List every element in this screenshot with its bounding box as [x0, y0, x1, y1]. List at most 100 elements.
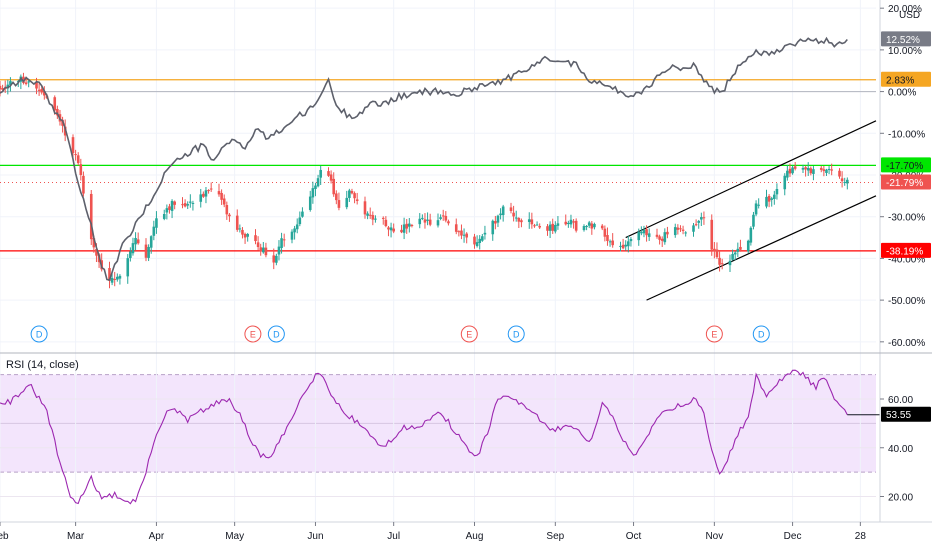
earnings-marker[interactable]: E — [244, 325, 262, 343]
rsi-value-tag: 53.55 — [881, 406, 931, 422]
y-tick-label: 20.00% — [888, 4, 922, 15]
candle-body — [582, 226, 586, 231]
candle-body — [567, 222, 570, 225]
candle-body — [773, 194, 776, 200]
candle-body — [637, 231, 641, 241]
candle-body — [533, 225, 536, 227]
candle-body — [642, 229, 646, 234]
candle-body — [162, 213, 166, 219]
candle-body — [447, 221, 450, 224]
candle-body — [728, 260, 732, 266]
candle — [241, 227, 244, 239]
candle — [89, 190, 93, 246]
candle-body — [444, 215, 448, 221]
candle — [478, 235, 482, 250]
candle — [827, 166, 831, 175]
dividend-marker[interactable]: D — [30, 325, 48, 343]
trend-line[interactable] — [625, 120, 877, 239]
candle-body — [329, 174, 333, 181]
marker-label: D — [758, 330, 765, 340]
candle-body — [830, 169, 833, 171]
candle-body — [272, 255, 276, 263]
candle-body — [736, 248, 740, 252]
candle — [181, 197, 184, 209]
candle-body — [170, 200, 174, 211]
candle — [793, 162, 797, 171]
candle-body — [337, 200, 341, 208]
candle — [752, 211, 755, 230]
candle-body — [254, 235, 257, 242]
candle-body — [186, 204, 190, 206]
candle — [556, 216, 560, 230]
candle-body — [319, 169, 322, 178]
candle-body — [590, 223, 594, 229]
candle — [441, 209, 445, 221]
candle — [809, 166, 813, 176]
dividend-marker[interactable]: D — [267, 325, 285, 343]
candle — [408, 218, 411, 233]
dividend-marker[interactable]: D — [752, 325, 770, 343]
candle — [374, 215, 377, 223]
candle — [355, 192, 359, 205]
candle-body — [478, 238, 482, 243]
candle — [611, 233, 614, 248]
candle-body — [280, 238, 283, 248]
dividend-marker[interactable]: D — [507, 325, 525, 343]
candle — [405, 218, 409, 234]
candle — [327, 167, 330, 177]
earnings-marker[interactable]: E — [460, 325, 478, 343]
rsi-title[interactable]: RSI (14, close) — [6, 359, 79, 371]
tag-label: 2.83% — [886, 75, 914, 86]
candle-body — [256, 242, 260, 248]
candle-body — [9, 81, 12, 85]
candle-body — [27, 81, 30, 83]
candle — [165, 204, 169, 220]
candle-body — [155, 218, 158, 228]
candle-body — [366, 213, 369, 216]
candle — [491, 219, 495, 241]
candle — [765, 189, 768, 209]
candle — [713, 242, 716, 259]
candle-body — [207, 190, 210, 192]
candle-body — [1, 88, 4, 90]
candle — [316, 174, 320, 188]
candle-body — [35, 82, 38, 89]
candle — [118, 274, 122, 285]
candle — [574, 218, 578, 233]
candle — [246, 232, 249, 242]
candle — [676, 224, 680, 235]
candle-body — [441, 215, 445, 217]
earnings-marker[interactable]: E — [705, 325, 723, 343]
candle — [152, 220, 156, 241]
candle — [421, 214, 424, 221]
candle — [846, 177, 849, 190]
tag-label: 12.52% — [886, 35, 920, 46]
trend-line[interactable] — [646, 195, 877, 301]
candle — [199, 188, 203, 208]
candle — [593, 222, 596, 230]
candle-body — [108, 268, 111, 281]
candle — [293, 225, 296, 240]
candle — [319, 165, 322, 185]
candle-body — [624, 244, 628, 247]
x-tick-label: 28 — [855, 531, 867, 542]
candle-body — [770, 198, 774, 200]
trend-lines[interactable] — [625, 120, 877, 301]
candle-body — [428, 219, 432, 225]
candle — [533, 223, 536, 228]
candle-body — [118, 275, 122, 279]
currency-label[interactable]: USD — [899, 10, 920, 21]
candle — [387, 226, 390, 237]
marker-circle — [752, 325, 770, 343]
candle-body — [37, 89, 41, 91]
candle-body — [804, 167, 807, 170]
candle-body — [6, 84, 10, 89]
candle-body — [454, 224, 458, 232]
candle — [715, 242, 719, 259]
candle — [590, 220, 594, 235]
candle — [168, 203, 171, 214]
candle-body — [733, 252, 737, 255]
candle — [606, 227, 609, 246]
